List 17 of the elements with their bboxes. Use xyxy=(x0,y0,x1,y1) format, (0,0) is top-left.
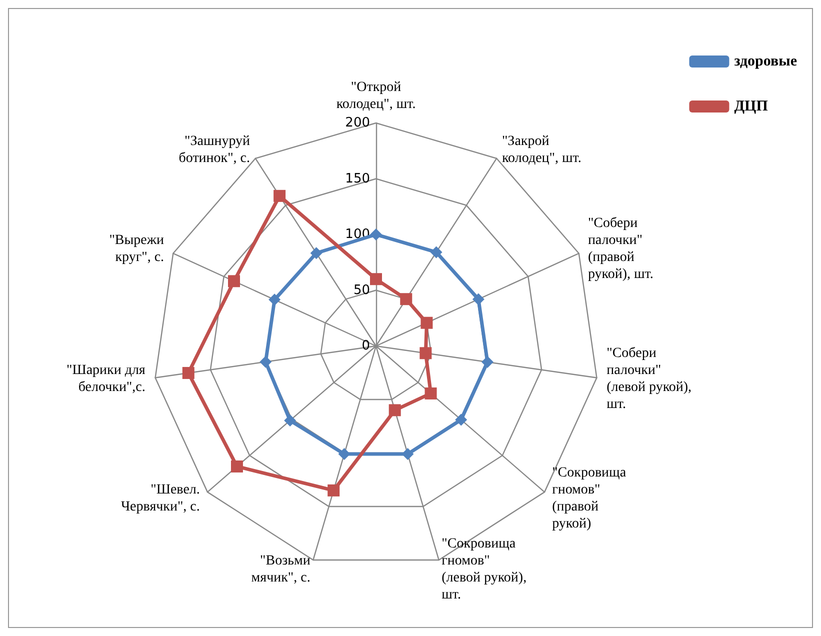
spoke-label: "Открой колодец", шт. xyxy=(336,80,416,112)
spoke-label: "Зашнуруй ботинок", с. xyxy=(178,134,251,166)
spoke-label: "Шарики для белочки",с. xyxy=(66,363,146,396)
spoke-label: "Шевел. Червячки", с. xyxy=(120,482,200,515)
y-tick-label: 0 xyxy=(362,338,370,354)
y-tick-label: 50 xyxy=(353,282,370,298)
legend-label: ДЦП xyxy=(734,98,768,114)
spoke-label: "Возьми мячик", с. xyxy=(251,554,311,586)
spoke-label: "Вырежи круг", с. xyxy=(109,233,165,266)
y-tick-label: 150 xyxy=(345,171,370,186)
spoke-label: "Собери палочки" (левой рукой), шт. xyxy=(606,346,692,412)
legend-label: здоровые xyxy=(734,54,798,70)
y-tick-label: 200 xyxy=(345,116,370,130)
spoke-label: "Сокровища гномов" (правой рукой) xyxy=(552,466,627,532)
spoke-label: "Сокровища гномов" (левой рукой), шт. xyxy=(442,536,527,603)
spoke-label: "Закрой колодец", шт. xyxy=(502,134,582,166)
spoke-label: "Собери палочки" (правой рукой), шт. xyxy=(588,216,654,282)
